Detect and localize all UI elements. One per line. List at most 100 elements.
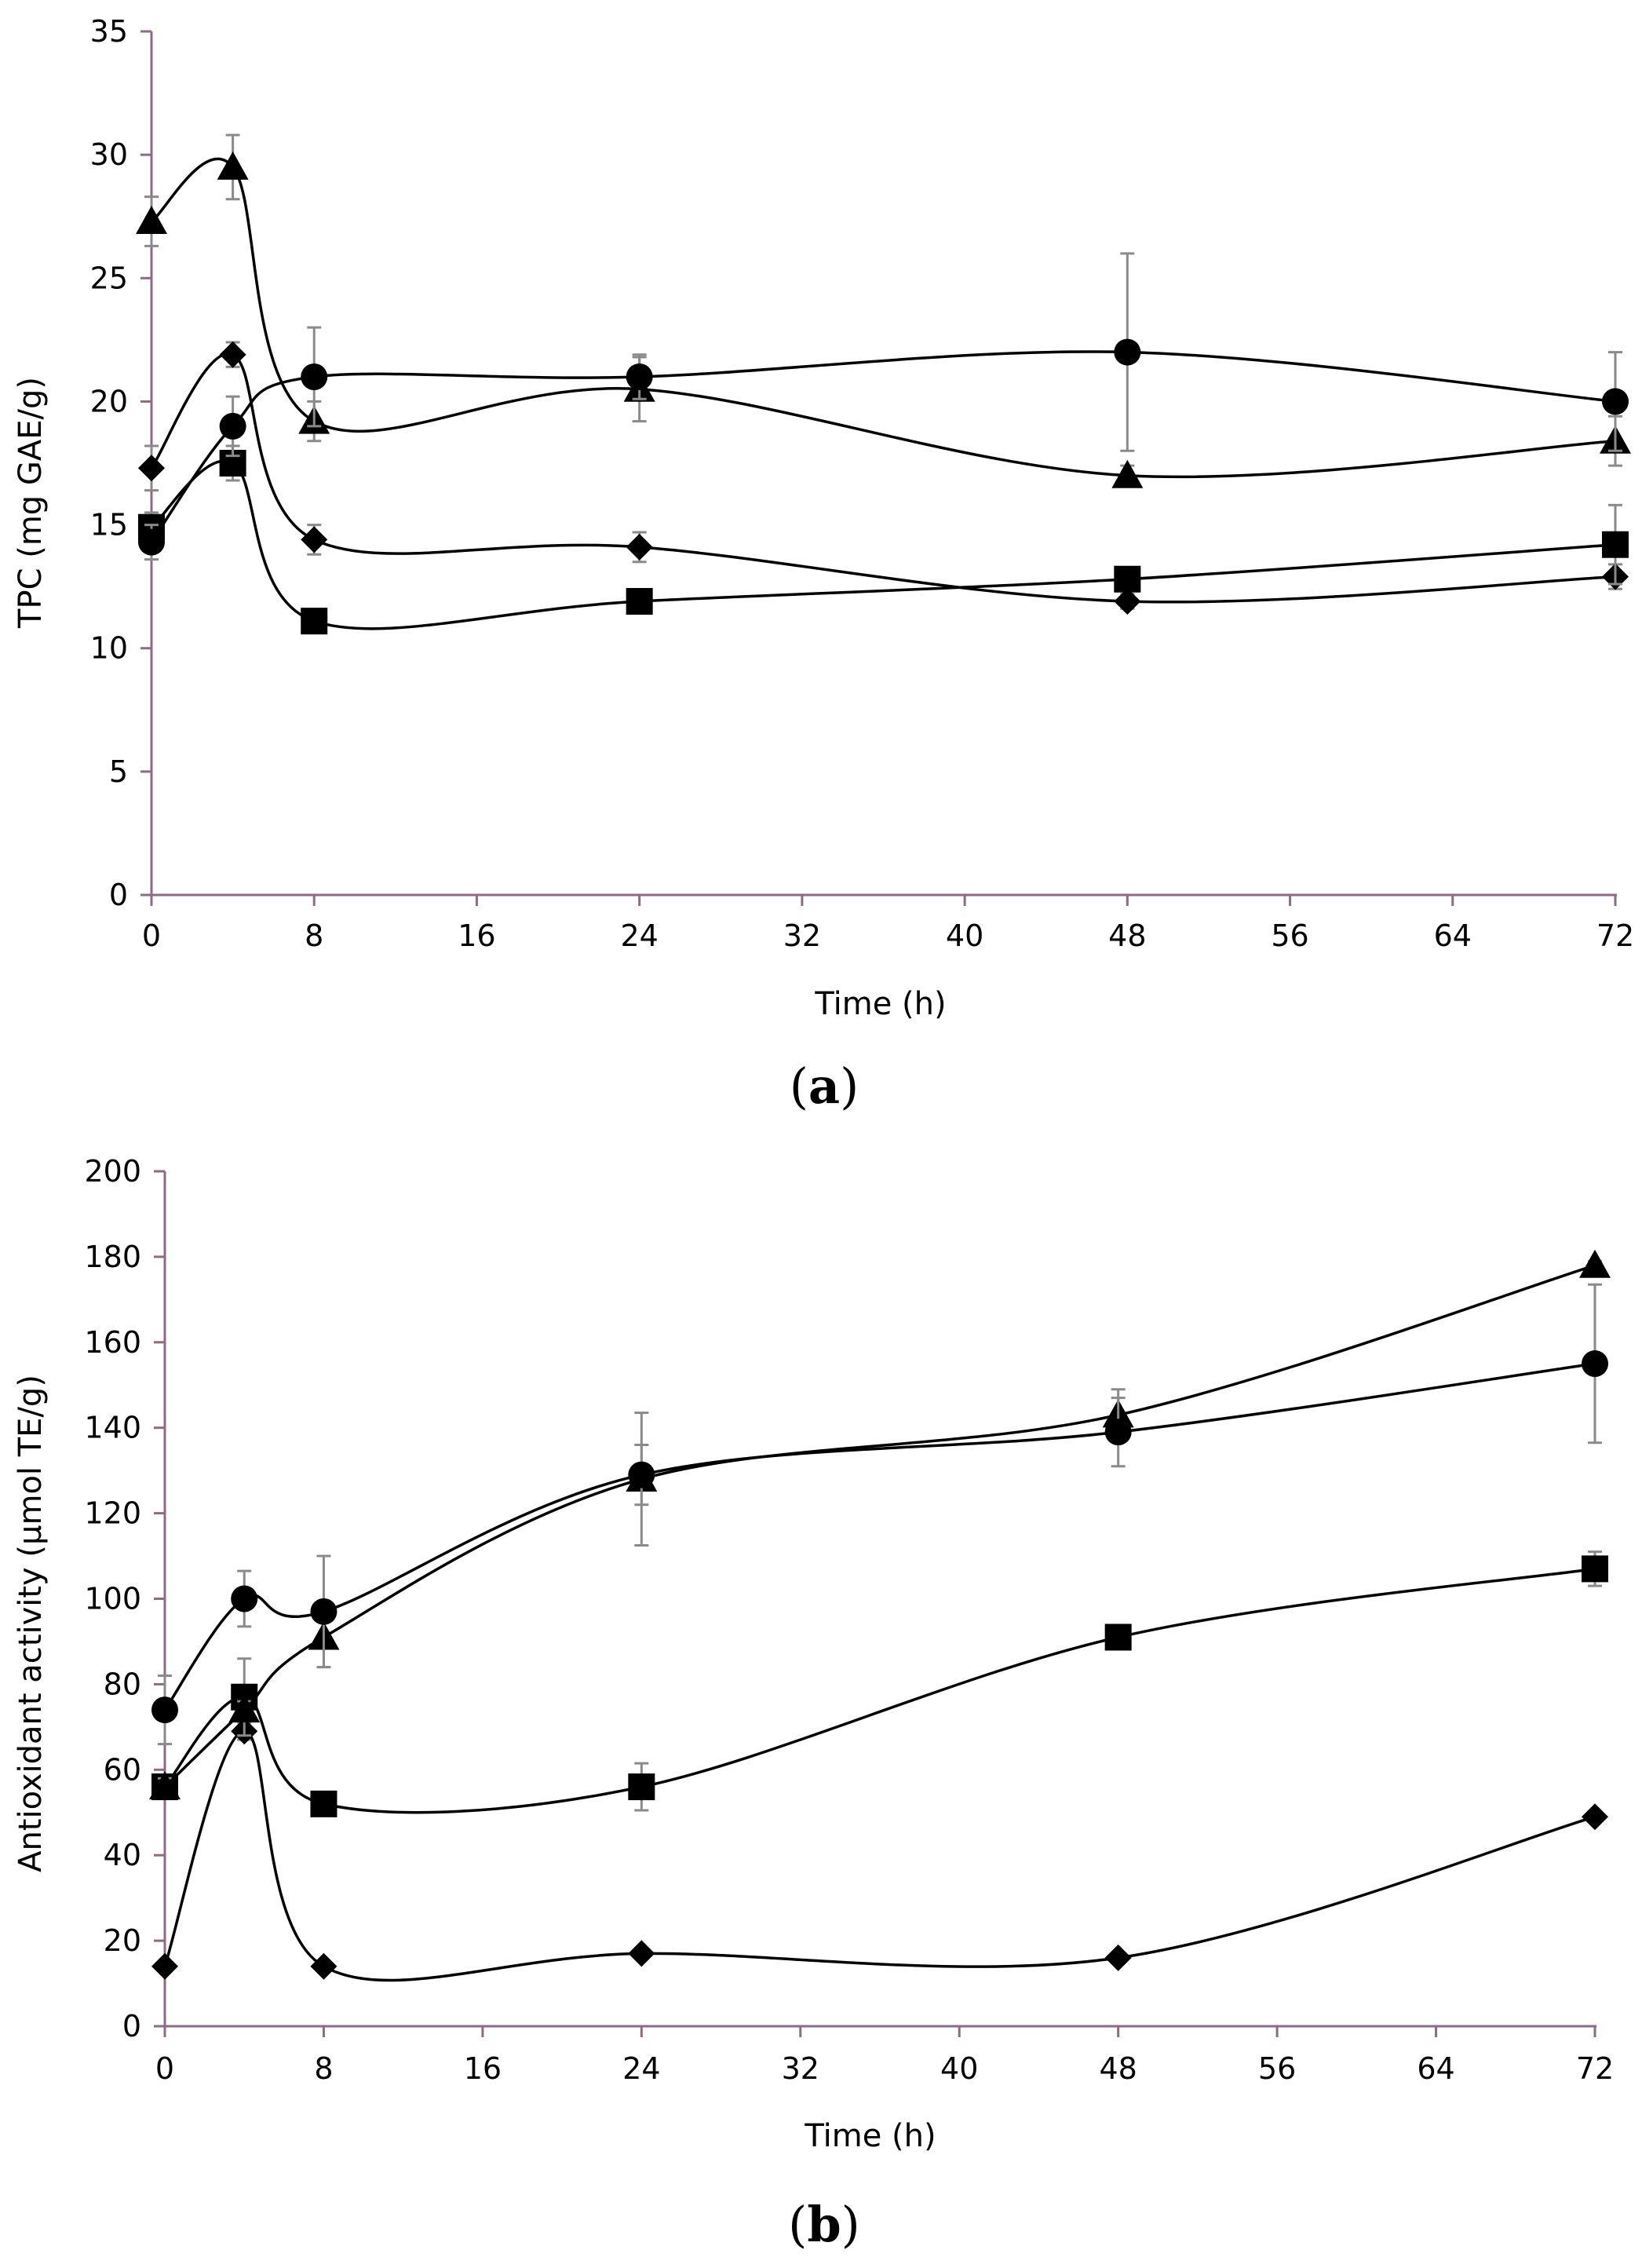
x-tick-label: 32 bbox=[782, 2051, 819, 2086]
y-tick-label: 0 bbox=[109, 878, 128, 912]
series-line-square bbox=[150, 459, 1616, 630]
data-point-circle bbox=[151, 1696, 178, 1724]
data-point-diamond bbox=[151, 1952, 178, 1980]
x-tick-label: 8 bbox=[314, 2051, 333, 2086]
panel-label-b: (b) bbox=[788, 2196, 860, 2253]
data-point-triangle bbox=[136, 206, 167, 234]
series-triangle bbox=[136, 133, 1631, 488]
x-tick-label: 56 bbox=[1271, 919, 1308, 953]
x-tick-label: 8 bbox=[305, 919, 323, 953]
data-point-circle bbox=[301, 363, 328, 390]
y-tick-label: 35 bbox=[90, 14, 128, 49]
x-tick-label: 48 bbox=[1108, 919, 1146, 953]
chart-panel-b: 0 20 40 60 80 100 120 140 160 180 200 0 8 16 24 32 40 48 5… bbox=[13, 1154, 1614, 2253]
y-tick-label: 160 bbox=[84, 1325, 141, 1360]
y-tick-label: 200 bbox=[84, 1154, 141, 1189]
data-point-triangle bbox=[228, 1694, 261, 1723]
y-axis-title-b: Antioxidant activity (μmol TE/g) bbox=[13, 1375, 49, 1872]
data-point-circle bbox=[628, 1461, 655, 1488]
y-tick-label: 180 bbox=[84, 1240, 141, 1274]
x-tick-label: 40 bbox=[946, 919, 983, 953]
y-tick-label: 40 bbox=[104, 1838, 141, 1872]
series-circle bbox=[138, 252, 1629, 561]
data-point-square bbox=[1104, 1623, 1132, 1651]
data-point-circle bbox=[1582, 1350, 1608, 1378]
axes-a: 0 5 10 15 20 25 30 35 0 8 16 24 32 40 48 56 64 72 bbox=[90, 14, 1635, 953]
data-point-circle bbox=[219, 412, 246, 440]
data-point-circle bbox=[310, 1598, 338, 1625]
x-tick-label: 72 bbox=[1576, 2051, 1614, 2086]
data-point-circle bbox=[1104, 1419, 1132, 1446]
data-point-circle bbox=[138, 528, 165, 556]
data-point-diamond bbox=[628, 1940, 655, 1967]
panel-label-a-letter: a bbox=[808, 1057, 840, 1115]
x-axis-title-a: Time (h) bbox=[814, 986, 946, 1022]
x-tick-label: 64 bbox=[1434, 919, 1472, 953]
series-diamond bbox=[151, 1718, 1608, 1982]
series-line-triangle bbox=[150, 157, 1616, 479]
x-tick-label: 64 bbox=[1417, 2051, 1454, 2086]
panel-label-a: (a) bbox=[790, 1057, 859, 1115]
x-tick-label: 16 bbox=[464, 2051, 502, 2086]
data-point-square bbox=[310, 1790, 338, 1817]
series-diamond bbox=[138, 341, 1629, 615]
x-tick-label: 72 bbox=[1596, 919, 1634, 953]
x-tick-label: 0 bbox=[155, 2051, 174, 2086]
data-point-diamond bbox=[301, 526, 328, 553]
y-tick-label: 30 bbox=[90, 137, 128, 172]
data-point-square bbox=[1602, 531, 1629, 558]
data-point-square bbox=[1582, 1555, 1608, 1583]
series-line-circle bbox=[163, 1362, 1596, 1711]
y-tick-label: 20 bbox=[104, 1923, 141, 1958]
x-tick-label: 48 bbox=[1099, 2051, 1137, 2086]
y-tick-label: 5 bbox=[109, 754, 128, 789]
data-point-diamond bbox=[1104, 1944, 1132, 1971]
x-tick-label: 16 bbox=[458, 919, 495, 953]
x-tick-label: 32 bbox=[783, 919, 821, 953]
data-point-circle bbox=[1114, 338, 1141, 366]
data-point-square bbox=[628, 1773, 655, 1801]
data-point-diamond bbox=[138, 455, 165, 482]
data-point-diamond bbox=[219, 341, 246, 368]
series-line-square bbox=[163, 1567, 1596, 1814]
panel-label-b-letter: b bbox=[807, 2196, 841, 2253]
data-point-square bbox=[1114, 565, 1141, 593]
data-point-triangle bbox=[1579, 1249, 1611, 1278]
data-point-triangle bbox=[1111, 459, 1144, 488]
y-tick-label: 25 bbox=[90, 261, 128, 295]
data-point-diamond bbox=[626, 533, 653, 561]
data-point-triangle bbox=[149, 1771, 181, 1800]
chart-panel-a: 0 5 10 15 20 25 30 35 0 8 16 24 32 40 48 56 64 72 Time (h… bbox=[13, 14, 1634, 1115]
y-axis-title-a: TPC (mg GAE/g) bbox=[13, 377, 49, 629]
data-point-triangle bbox=[217, 151, 249, 180]
series-circle bbox=[151, 1283, 1608, 1746]
y-tick-label: 60 bbox=[104, 1752, 141, 1787]
x-tick-label: 24 bbox=[620, 919, 658, 953]
data-point-circle bbox=[1602, 388, 1629, 415]
data-point-square bbox=[301, 608, 328, 635]
series-line-circle bbox=[150, 350, 1616, 543]
x-tick-label: 0 bbox=[142, 919, 161, 953]
x-axis-title-b: Time (h) bbox=[804, 2118, 936, 2154]
y-tick-label: 20 bbox=[90, 384, 128, 418]
data-point-diamond bbox=[310, 1952, 338, 1980]
series-layer-b bbox=[149, 1249, 1611, 1982]
series-line-diamond bbox=[163, 1729, 1596, 1982]
x-tick-label: 40 bbox=[940, 2051, 978, 2086]
y-tick-label: 80 bbox=[104, 1667, 141, 1701]
series-line-triangle bbox=[163, 1264, 1596, 1788]
series-triangle bbox=[149, 1249, 1611, 1800]
data-point-circle bbox=[231, 1585, 258, 1612]
y-tick-label: 140 bbox=[84, 1411, 141, 1445]
series-line-diamond bbox=[150, 352, 1616, 604]
y-tick-label: 15 bbox=[90, 508, 128, 542]
x-tick-label: 56 bbox=[1258, 2051, 1296, 2086]
y-tick-label: 10 bbox=[90, 631, 128, 666]
data-point-diamond bbox=[1582, 1803, 1608, 1831]
y-tick-label: 0 bbox=[122, 2009, 141, 2043]
series-layer-a bbox=[136, 133, 1631, 635]
y-tick-label: 120 bbox=[84, 1496, 141, 1531]
data-point-diamond bbox=[1114, 588, 1141, 615]
y-tick-label: 100 bbox=[84, 1582, 141, 1616]
